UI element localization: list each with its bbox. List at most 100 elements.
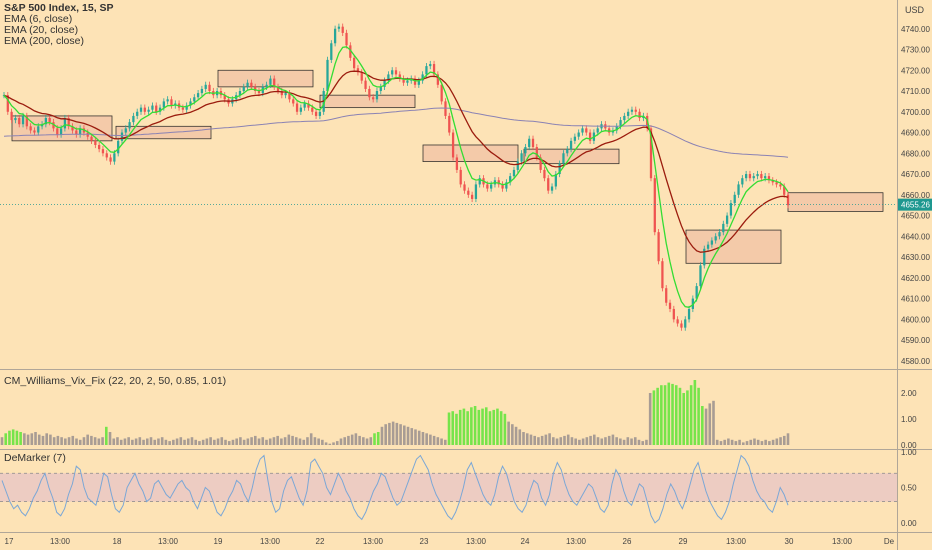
vix-bar bbox=[760, 441, 764, 445]
candle-body bbox=[379, 86, 382, 92]
vix-bar bbox=[82, 437, 86, 445]
vix-bar bbox=[529, 434, 533, 445]
ema20-line bbox=[3, 70, 789, 253]
candle-body bbox=[109, 157, 112, 162]
price-tick-label: 4730.00 bbox=[901, 46, 930, 55]
vix-bar bbox=[388, 422, 391, 445]
candle-body bbox=[124, 128, 127, 133]
candle-body bbox=[75, 130, 78, 135]
vix-bar bbox=[518, 429, 522, 445]
candle-body bbox=[147, 109, 150, 112]
candle-body bbox=[375, 91, 379, 100]
time-tick-label: 18 bbox=[113, 537, 122, 546]
vix-bar bbox=[4, 433, 8, 445]
candle-body bbox=[722, 223, 725, 233]
vix-bar bbox=[727, 438, 730, 445]
candle-body bbox=[314, 111, 318, 116]
vix-bar bbox=[26, 434, 30, 445]
candle-body bbox=[162, 101, 165, 108]
candle-body bbox=[668, 302, 672, 309]
vix-bar bbox=[753, 438, 756, 445]
vix-bar bbox=[321, 439, 324, 445]
vix-bar bbox=[652, 390, 656, 445]
candle-body bbox=[478, 178, 481, 185]
ema6-legend[interactable]: EMA (6, close) bbox=[4, 13, 73, 25]
vix-bar bbox=[123, 438, 127, 445]
candle-body bbox=[699, 265, 702, 287]
vix-bar bbox=[369, 437, 373, 445]
vix-bar bbox=[254, 435, 257, 445]
vix-bar bbox=[399, 424, 402, 445]
candle-body bbox=[349, 45, 352, 58]
candle-body bbox=[67, 118, 70, 127]
candle-body bbox=[71, 126, 74, 131]
vix-bar bbox=[131, 439, 134, 445]
price-tick-label: 4660.00 bbox=[901, 191, 930, 200]
vix-bar bbox=[335, 441, 339, 445]
vix-bar bbox=[473, 406, 477, 445]
vix-bar bbox=[704, 408, 708, 445]
time-tick-label: 13:00 bbox=[50, 537, 71, 546]
ema200-line bbox=[3, 107, 789, 158]
vix-bar bbox=[268, 438, 272, 445]
vix-bar bbox=[157, 438, 160, 445]
price-tick-label: 4680.00 bbox=[901, 149, 930, 158]
candle-body bbox=[729, 203, 733, 216]
vix-bar bbox=[619, 438, 622, 445]
supply-demand-zone bbox=[787, 192, 884, 212]
vix-bar bbox=[145, 438, 149, 445]
vix-bar bbox=[522, 432, 525, 445]
vix-bar bbox=[496, 408, 499, 445]
vix-bar bbox=[693, 380, 697, 445]
vix-bar bbox=[630, 438, 633, 445]
ema200-legend[interactable]: EMA (200, close) bbox=[4, 35, 84, 47]
time-tick-label: 13:00 bbox=[466, 537, 487, 546]
candle-body bbox=[429, 64, 432, 67]
candle-body bbox=[276, 86, 280, 92]
candle-body bbox=[120, 132, 124, 141]
vix-bar bbox=[67, 437, 71, 445]
candle-body bbox=[25, 115, 28, 127]
vix-bar bbox=[78, 439, 82, 445]
vix-bar bbox=[60, 437, 63, 445]
time-tick-label: 29 bbox=[679, 537, 688, 546]
vix-bar bbox=[242, 439, 246, 445]
supply-demand-zone bbox=[319, 94, 416, 109]
candle-body bbox=[585, 128, 588, 133]
candle-body bbox=[299, 107, 302, 112]
vix-bar bbox=[149, 437, 153, 445]
candle-body bbox=[345, 32, 348, 46]
vix-bar bbox=[209, 437, 212, 445]
vix-bar bbox=[302, 439, 306, 445]
demarker-legend[interactable]: DeMarker (7) bbox=[4, 452, 66, 464]
candle-body bbox=[547, 178, 550, 191]
candle-body bbox=[596, 128, 599, 133]
vix-bar bbox=[205, 438, 209, 445]
candle-body bbox=[451, 132, 455, 158]
candle-body bbox=[56, 128, 59, 135]
vix-bar bbox=[160, 437, 164, 445]
candle-body bbox=[303, 103, 306, 108]
demarker-tick-label: 1.00 bbox=[901, 448, 917, 457]
vix-bar bbox=[548, 433, 551, 445]
vix-legend[interactable]: CM_Williams_Vix_Fix (22, 20, 2, 50, 0.85… bbox=[4, 375, 227, 387]
vix-bar bbox=[689, 385, 693, 445]
candle-body bbox=[665, 288, 668, 303]
price-tick-label: 4690.00 bbox=[901, 129, 930, 138]
vix-bar bbox=[119, 439, 123, 445]
vix-bar bbox=[715, 439, 719, 445]
candle-body bbox=[383, 80, 386, 87]
vix-bar bbox=[309, 433, 313, 445]
vix-bar bbox=[280, 438, 283, 445]
vix-bar bbox=[589, 435, 592, 445]
candle-body bbox=[448, 115, 451, 133]
candle-body bbox=[748, 174, 752, 179]
candle-body bbox=[767, 176, 771, 181]
vix-bar bbox=[313, 437, 317, 445]
vix-bar bbox=[552, 437, 555, 445]
candle-body bbox=[607, 128, 611, 133]
candle-body bbox=[512, 169, 516, 177]
ema20-legend[interactable]: EMA (20, close) bbox=[4, 24, 79, 36]
candle-body bbox=[151, 105, 154, 110]
